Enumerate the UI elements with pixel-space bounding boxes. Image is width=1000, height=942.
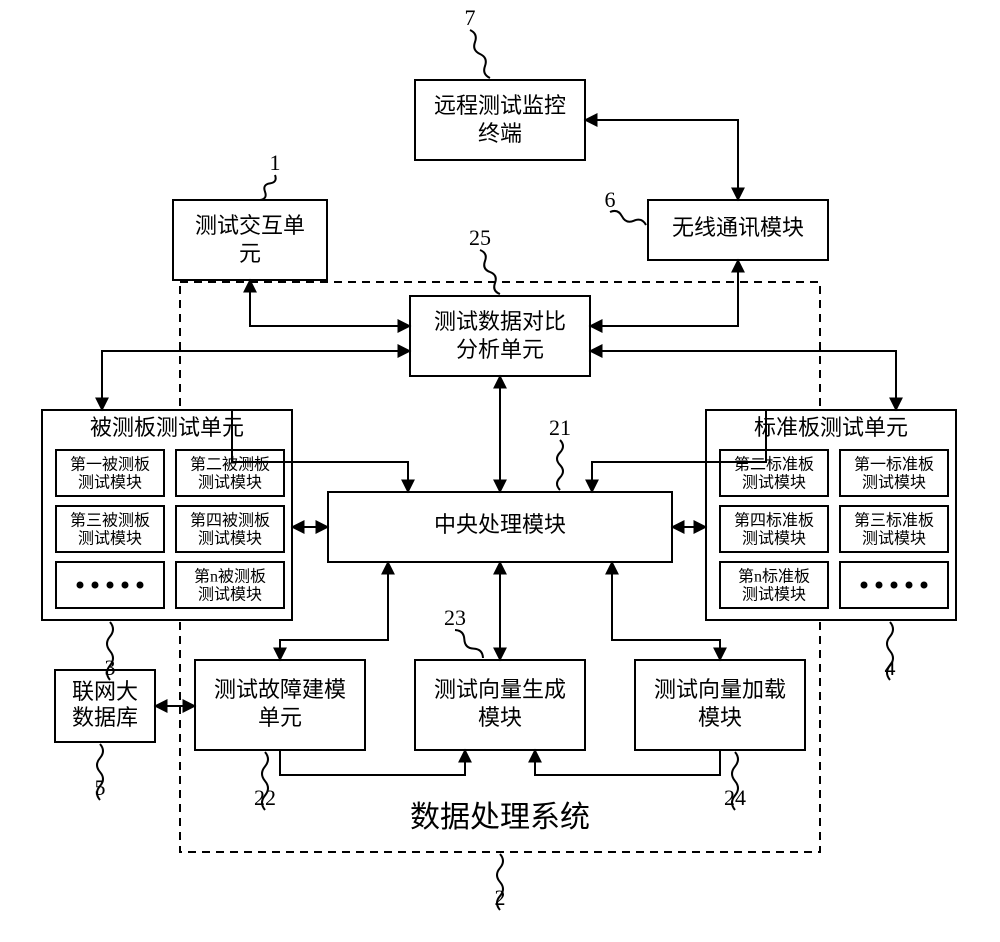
callout-squiggle xyxy=(455,630,483,658)
svg-text:中央处理模块: 中央处理模块 xyxy=(434,512,566,537)
node-box xyxy=(173,200,327,280)
svg-text:第一标准板: 第一标准板 xyxy=(854,456,934,474)
svg-text:无线通讯模块: 无线通讯模块 xyxy=(672,215,804,240)
svg-text:4: 4 xyxy=(885,655,896,680)
svg-text:第n标准板: 第n标准板 xyxy=(738,568,810,586)
svg-text:第四被测板: 第四被测板 xyxy=(190,512,270,530)
svg-text:1: 1 xyxy=(270,150,281,175)
svg-text:测试故障建模: 测试故障建模 xyxy=(214,677,346,702)
svg-text:测试模块: 测试模块 xyxy=(198,474,262,492)
callout-squiggle xyxy=(470,30,490,78)
svg-text:元: 元 xyxy=(239,241,261,266)
svg-text:测试模块: 测试模块 xyxy=(862,530,926,548)
svg-text:测试数据对比: 测试数据对比 xyxy=(434,309,566,334)
callout-squiggle xyxy=(557,440,563,490)
svg-text:测试向量加载: 测试向量加载 xyxy=(654,677,786,702)
svg-text:第四标准板: 第四标准板 xyxy=(734,512,814,530)
svg-text:测试模块: 测试模块 xyxy=(198,586,262,604)
svg-text:23: 23 xyxy=(444,605,466,630)
svg-text:被测板测试单元: 被测板测试单元 xyxy=(90,415,244,440)
svg-text:测试模块: 测试模块 xyxy=(742,474,806,492)
svg-text:21: 21 xyxy=(549,415,571,440)
svg-text:标准板测试单元: 标准板测试单元 xyxy=(754,415,908,440)
svg-text:模块: 模块 xyxy=(698,705,742,730)
svg-text:远程测试监控: 远程测试监控 xyxy=(434,93,566,118)
svg-text:联网大: 联网大 xyxy=(72,679,138,704)
node-box xyxy=(410,296,590,376)
svg-text:第二被测板: 第二被测板 xyxy=(190,456,270,474)
node-box xyxy=(415,80,585,160)
callout-squiggle xyxy=(260,175,276,200)
svg-text:第三被测板: 第三被测板 xyxy=(70,512,150,530)
svg-text:数据处理系统: 数据处理系统 xyxy=(410,801,590,834)
svg-text:测试模块: 测试模块 xyxy=(198,530,262,548)
svg-text:单元: 单元 xyxy=(258,705,302,730)
svg-text:22: 22 xyxy=(254,785,276,810)
svg-text:终端: 终端 xyxy=(478,121,522,146)
svg-text:测试交互单: 测试交互单 xyxy=(195,213,305,238)
callout-squiggle xyxy=(610,211,646,225)
svg-text:7: 7 xyxy=(465,5,476,30)
callout-squiggle xyxy=(480,250,500,294)
svg-text:测试模块: 测试模块 xyxy=(862,474,926,492)
svg-text:第一被测板: 第一被测板 xyxy=(70,456,150,474)
svg-text:6: 6 xyxy=(605,187,616,212)
system-diagram: 远程测试监控终端测试交互单元无线通讯模块测试数据对比分析单元中央处理模块联网大数… xyxy=(0,0,1000,942)
svg-text:测试模块: 测试模块 xyxy=(78,474,142,492)
svg-text:5: 5 xyxy=(95,775,106,800)
svg-text:模块: 模块 xyxy=(478,705,522,730)
svg-text:第二标准板: 第二标准板 xyxy=(734,456,814,474)
svg-text:2: 2 xyxy=(495,885,506,910)
svg-text:25: 25 xyxy=(469,225,491,250)
svg-text:分析单元: 分析单元 xyxy=(456,337,544,362)
svg-text:24: 24 xyxy=(724,785,746,810)
svg-text:数据库: 数据库 xyxy=(72,705,138,730)
svg-text:测试模块: 测试模块 xyxy=(78,530,142,548)
svg-text:第n被测板: 第n被测板 xyxy=(194,568,266,586)
svg-text:第三标准板: 第三标准板 xyxy=(854,512,934,530)
svg-text:测试模块: 测试模块 xyxy=(742,530,806,548)
svg-text:测试模块: 测试模块 xyxy=(742,586,806,604)
svg-text:3: 3 xyxy=(105,655,116,680)
svg-text:测试向量生成: 测试向量生成 xyxy=(434,677,566,702)
